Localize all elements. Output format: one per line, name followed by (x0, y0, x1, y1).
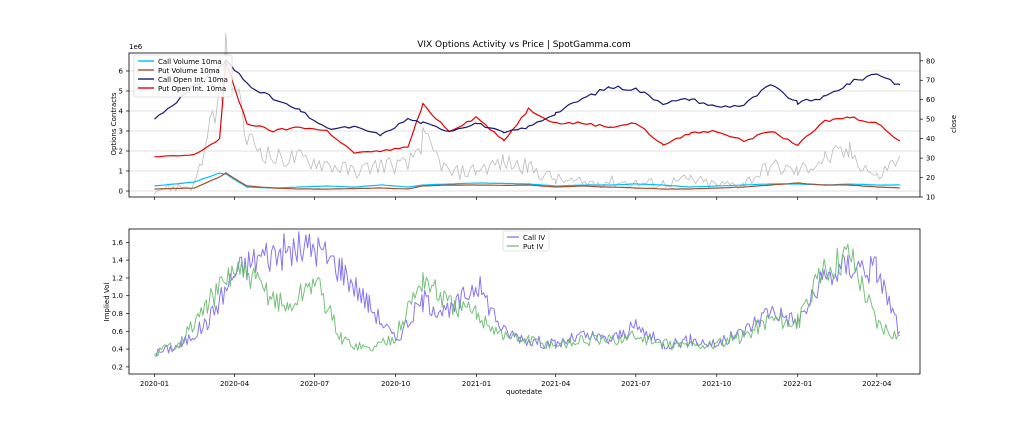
series-line-call-open-int-10ma (154, 59, 901, 137)
bottom-xtick-label: 2020-04 (220, 380, 250, 388)
bottom-ylabel: Implied Vol (103, 283, 111, 322)
bottom-ytick-label: 0.8 (112, 310, 123, 318)
bottom-xtick-label: 2021-10 (702, 380, 731, 388)
top-multiplier: 1e6 (129, 43, 143, 51)
bottom-xtick-label: 2021-01 (462, 380, 491, 388)
bottom-ytick-label: 1.4 (112, 257, 124, 265)
top-ytick-label: 3 (119, 128, 123, 136)
legend-label-call-oi: Call Open Int. 10ma (158, 76, 228, 84)
bottom-ytick-label: 0.2 (112, 363, 123, 371)
top-ytick-right-label: 80 (926, 57, 935, 65)
legend-label-call-volume: Call Volume 10ma (158, 58, 222, 66)
top-title: VIX Options Activity vs Price | SpotGamm… (417, 40, 631, 50)
top-ytick-label: 0 (119, 188, 123, 196)
top-ytick-right-label: 30 (926, 155, 935, 163)
bottom-ytick-label: 1.2 (112, 274, 123, 282)
top-ylabel: Options Contracts (110, 92, 118, 155)
legend-label-put-oi: Put Open Int. 10ma (158, 85, 226, 93)
bottom-plot-frame (128, 228, 921, 375)
legend-label-put-volume: Put Volume 10ma (158, 67, 220, 75)
bottom-xtick-label: 2022-04 (862, 380, 892, 388)
bottom-xtick-label: 2020-01 (140, 380, 169, 388)
top-ytick-right-label: 70 (926, 77, 935, 85)
top-ytick-right-label: 50 (926, 116, 935, 124)
legend-label-put-iv: Put IV (523, 243, 544, 251)
series-line-put-iv (154, 243, 900, 357)
bottom-ytick-label: 0.4 (112, 346, 124, 354)
bottom-panel: Implied Vol quotedate 0.2 0.4 0.6 0.8 1.0 1.2… (103, 228, 921, 396)
series-line-close (154, 33, 901, 195)
top-ytick-label: 4 (119, 108, 124, 116)
bottom-xtick-label: 2021-04 (541, 380, 571, 388)
bottom-xtick-label: 2021-07 (621, 380, 650, 388)
top-ytick-right-label: 20 (926, 174, 935, 182)
top-plot-frame (128, 52, 921, 198)
top-panel: VIX Options Activity vs Price | SpotGamm… (110, 33, 958, 202)
bottom-ytick-label: 1.6 (112, 239, 124, 247)
top-ylabel-right: close (950, 115, 958, 133)
legend-label-call-iv: Call IV (523, 234, 545, 242)
bottom-xtick-label: 2020-10 (381, 380, 410, 388)
bottom-xtick-label: 2022-01 (783, 380, 812, 388)
top-ytick-right-label: 40 (926, 135, 935, 143)
bottom-ytick-label: 1.0 (112, 292, 123, 300)
top-ytick-label: 1 (119, 168, 123, 176)
bottom-ytick-label: 0.6 (112, 328, 124, 336)
series-line-put-volume-10ma (154, 172, 900, 190)
bottom-legend: Call IV Put IV (502, 230, 550, 252)
top-ytick-label: 5 (119, 88, 123, 96)
bottom-xlabel: quotedate (506, 388, 542, 396)
series-line-put-open-int-10ma (154, 61, 901, 158)
top-legend: Call Volume 10ma Put Volume 10ma Call Op… (133, 54, 233, 98)
top-ytick-right-label: 60 (926, 96, 935, 104)
top-ytick-right-label: 10 (926, 194, 935, 202)
top-ytick-label: 2 (119, 148, 123, 156)
bottom-xtick-label: 2020-07 (300, 380, 329, 388)
top-ytick-label: 6 (119, 68, 124, 76)
